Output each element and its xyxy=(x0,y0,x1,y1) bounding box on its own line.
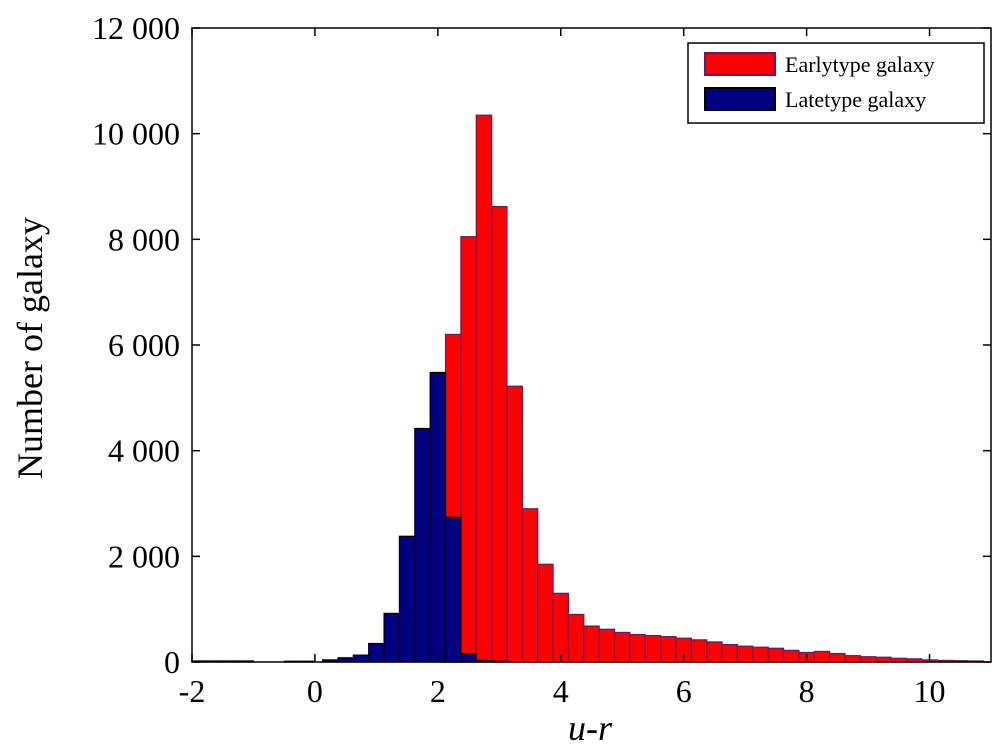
earlytype-bar xyxy=(813,650,831,663)
y-tick-label: 12 000 xyxy=(92,10,180,46)
earlytype-bar xyxy=(782,649,800,663)
latetype-bar xyxy=(368,642,385,663)
earlytype-bar xyxy=(736,645,754,663)
earlytype-bar xyxy=(598,628,616,663)
earlytype-bar xyxy=(552,592,570,663)
latetype-bar xyxy=(383,612,401,663)
y-tick-label: 0 xyxy=(164,644,180,680)
earlytype-bar xyxy=(752,646,769,663)
earlytype-bar xyxy=(491,205,508,663)
earlytype-bar xyxy=(644,634,662,663)
x-tick-label: 8 xyxy=(799,673,815,709)
x-tick-label: 10 xyxy=(914,673,946,709)
latetype-bar xyxy=(398,535,416,663)
legend-swatch-earlytype xyxy=(704,52,776,76)
x-tick-label: 4 xyxy=(553,673,569,709)
earlytype-bar xyxy=(844,655,861,663)
legend: Earlytype galaxy Latetype galaxy xyxy=(687,42,985,124)
earlytype-bar xyxy=(690,639,708,663)
earlytype-bar xyxy=(767,647,785,663)
earlytype-bar xyxy=(613,631,631,663)
earlytype-bar xyxy=(537,563,554,663)
latetype-bar xyxy=(414,427,431,663)
earlytype-bar xyxy=(460,236,477,663)
earlytype-bar xyxy=(859,656,877,663)
earlytype-bar xyxy=(721,643,739,663)
legend-label-latetype: Latetype galaxy xyxy=(785,87,926,112)
x-tick-label: 6 xyxy=(676,673,692,709)
legend-label-earlytype: Earlytype galaxy xyxy=(785,52,935,77)
earlytype-bars xyxy=(444,114,984,663)
x-axis-label: u-r xyxy=(568,708,613,748)
earlytype-bar xyxy=(706,641,723,663)
latetype-bar xyxy=(352,654,370,663)
x-tick-label: 2 xyxy=(430,673,446,709)
earlytype-bar xyxy=(629,633,646,663)
earlytype-bar xyxy=(521,508,539,663)
y-tick-label: 2 000 xyxy=(108,538,180,574)
x-axis-ticks: -2 0 2 4 6 8 10 xyxy=(179,28,946,709)
latetype-bar xyxy=(429,371,447,663)
earlytype-bar xyxy=(475,114,493,663)
plot-area xyxy=(192,28,991,662)
latetype-bar xyxy=(444,516,462,663)
y-tick-label: 8 000 xyxy=(108,221,180,257)
y-tick-label: 10 000 xyxy=(92,116,180,152)
x-tick-label: -2 xyxy=(179,673,206,709)
earlytype-bar xyxy=(567,613,585,663)
earlytype-bar xyxy=(829,652,846,663)
earlytype-bar xyxy=(583,625,600,663)
earlytype-bar xyxy=(660,636,677,663)
latetype-bar xyxy=(460,652,477,663)
legend-swatch-latetype xyxy=(704,87,776,111)
x-tick-label: 0 xyxy=(307,673,323,709)
y-tick-label: 4 000 xyxy=(108,433,180,469)
plot-background xyxy=(192,28,991,662)
y-axis-ticks: 0 2 000 4 000 6 000 8 000 10 000 12 000 xyxy=(92,10,991,680)
y-tick-label: 6 000 xyxy=(108,327,180,363)
earlytype-bar xyxy=(506,385,523,663)
y-axis-label: Number of galaxy xyxy=(10,217,50,479)
